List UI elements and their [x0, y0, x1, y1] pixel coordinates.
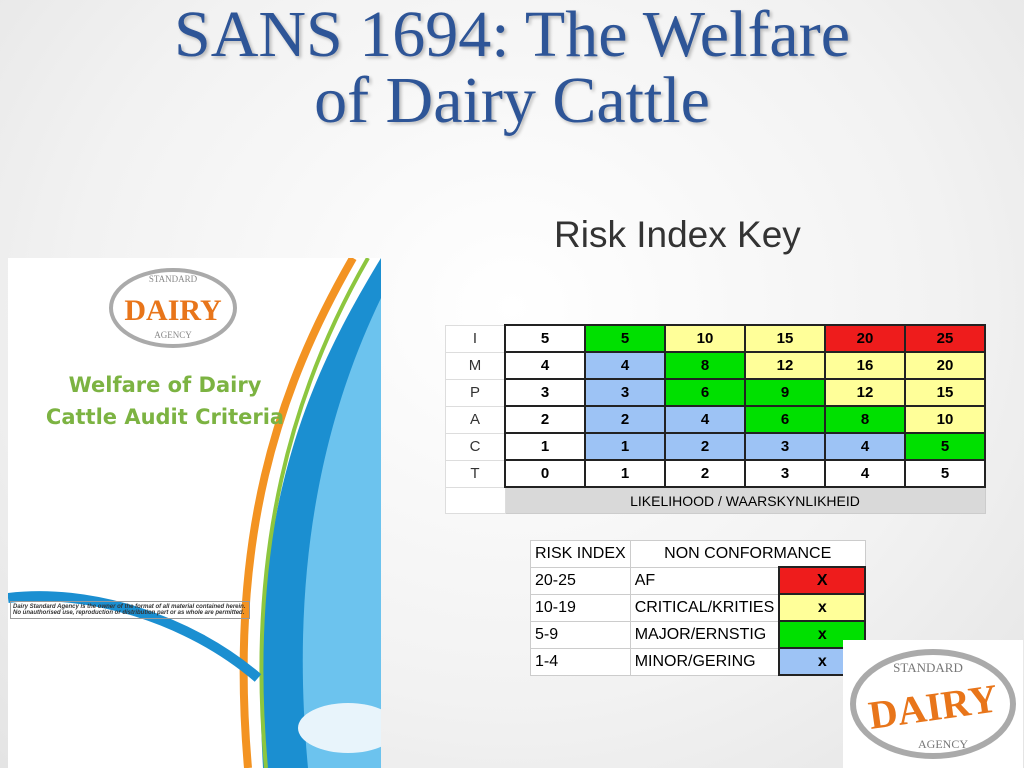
- legend-header: RISK INDEX NON CONFORMANCE: [530, 540, 866, 568]
- matrix-row: P 3 3 6 9 12 15: [445, 378, 986, 407]
- legend-row: 20-25 AF X: [530, 566, 867, 595]
- subtitle: Risk Index Key: [554, 214, 801, 255]
- legend-cell: MINOR/GERING: [629, 647, 780, 676]
- matrix-row: A 2 2 4 6 8 10: [445, 405, 986, 434]
- legend-cell: x: [778, 593, 867, 622]
- matrix-cell: 4: [824, 432, 906, 461]
- matrix-cell: 4: [824, 459, 906, 488]
- matrix-cell: 3: [744, 432, 826, 461]
- risk-matrix: I 5 5 10 15 20 25 M 4 4 8 12 16 20 P 3 3 6 9 12 15 A 2 2 4 6 8 10 C 1…: [445, 324, 986, 514]
- matrix-cell: 25: [904, 324, 986, 353]
- matrix-row: I 5 5 10 15 20 25: [445, 324, 986, 353]
- matrix-cell: 16: [824, 351, 906, 380]
- row-label: T: [445, 459, 506, 488]
- header-cell: RISK INDEX: [530, 540, 631, 568]
- matrix-cell: 2: [504, 405, 586, 434]
- title-line: SANS 1694: The Welfare: [174, 0, 850, 71]
- matrix-cell: 8: [824, 405, 906, 434]
- row-label: M: [445, 351, 506, 380]
- cover-notice: Dairy Standard Agency is the owner of th…: [10, 601, 250, 619]
- logo-bottom: AGENCY: [154, 330, 192, 340]
- matrix-cell: 4: [664, 405, 746, 434]
- title-line: of Dairy Cattle: [314, 64, 710, 137]
- matrix-cell: 0: [504, 459, 586, 488]
- cover-heading: Cattle Audit Criteria: [46, 405, 284, 429]
- matrix-cell: 3: [584, 378, 666, 407]
- matrix-cell: 2: [664, 459, 746, 488]
- matrix-cell: 5: [504, 324, 586, 353]
- matrix-cell: 1: [504, 432, 586, 461]
- header-cell: NON CONFORMANCE: [629, 540, 866, 568]
- cover-image: STANDARD DAIRY AGENCY Welfare of Dairy C…: [8, 258, 381, 768]
- matrix-row: M 4 4 8 12 16 20: [445, 351, 986, 380]
- legend-cell: 10-19: [530, 593, 631, 622]
- matrix-cell: 10: [664, 324, 746, 353]
- corner-logo: STANDARD DAIRY AGENCY: [843, 640, 1023, 768]
- matrix-cell: 3: [504, 378, 586, 407]
- matrix-cell: 2: [664, 432, 746, 461]
- matrix-cell: 1: [584, 432, 666, 461]
- matrix-cell: 5: [904, 459, 986, 488]
- cover-heading: Welfare of Dairy: [69, 373, 262, 397]
- matrix-cell: 1: [584, 459, 666, 488]
- matrix-cell: 3: [744, 459, 826, 488]
- legend-row: 10-19 CRITICAL/KRITIES x: [530, 593, 867, 622]
- matrix-cell: 10: [904, 405, 986, 434]
- row-label: P: [445, 378, 506, 407]
- row-label: I: [445, 324, 506, 353]
- matrix-row: LIKELIHOOD / WAARSKYNLIKHEID: [445, 486, 986, 514]
- legend-cell: 20-25: [530, 566, 631, 595]
- legend-row: 1-4 MINOR/GERING x: [530, 647, 867, 676]
- matrix-cell: 20: [824, 324, 906, 353]
- matrix-cell: 15: [904, 378, 986, 407]
- legend-cell: MAJOR/ERNSTIG: [629, 620, 780, 649]
- legend-cell: X: [778, 566, 867, 595]
- matrix-cell: 8: [664, 351, 746, 380]
- logo-top: STANDARD: [149, 274, 198, 284]
- row-label: A: [445, 405, 506, 434]
- matrix-cell: 4: [504, 351, 586, 380]
- matrix-cell: 15: [744, 324, 826, 353]
- logo-main: DAIRY: [124, 294, 222, 327]
- risk-legend: RISK INDEX NON CONFORMANCE 20-25 AF X 10-19 CR…: [530, 540, 867, 676]
- legend-cell: 1-4: [530, 647, 631, 676]
- slide-title: SANS 1694: The Welfare of Dairy Cattle: [0, 2, 1024, 134]
- matrix-cell: 12: [744, 351, 826, 380]
- matrix-cell: 6: [664, 378, 746, 407]
- legend-cell: 5-9: [530, 620, 631, 649]
- matrix-cell: 12: [824, 378, 906, 407]
- row-label: C: [445, 432, 506, 461]
- logo-bottom: AGENCY: [918, 737, 968, 751]
- matrix-cell: 9: [744, 378, 826, 407]
- legend-cell: AF: [629, 566, 780, 595]
- matrix-cell: 2: [584, 405, 666, 434]
- matrix-cell: 5: [584, 324, 666, 353]
- axis-label: LIKELIHOOD / WAARSKYNLIKHEID: [504, 486, 986, 514]
- logo-top: STANDARD: [893, 660, 963, 675]
- matrix-cell: 6: [744, 405, 826, 434]
- legend-row: 5-9 MAJOR/ERNSTIG x: [530, 620, 867, 649]
- matrix-cell: 20: [904, 351, 986, 380]
- empty-cell: [445, 486, 506, 514]
- matrix-cell: 4: [584, 351, 666, 380]
- matrix-cell: 5: [904, 432, 986, 461]
- legend-cell: CRITICAL/KRITIES: [629, 593, 780, 622]
